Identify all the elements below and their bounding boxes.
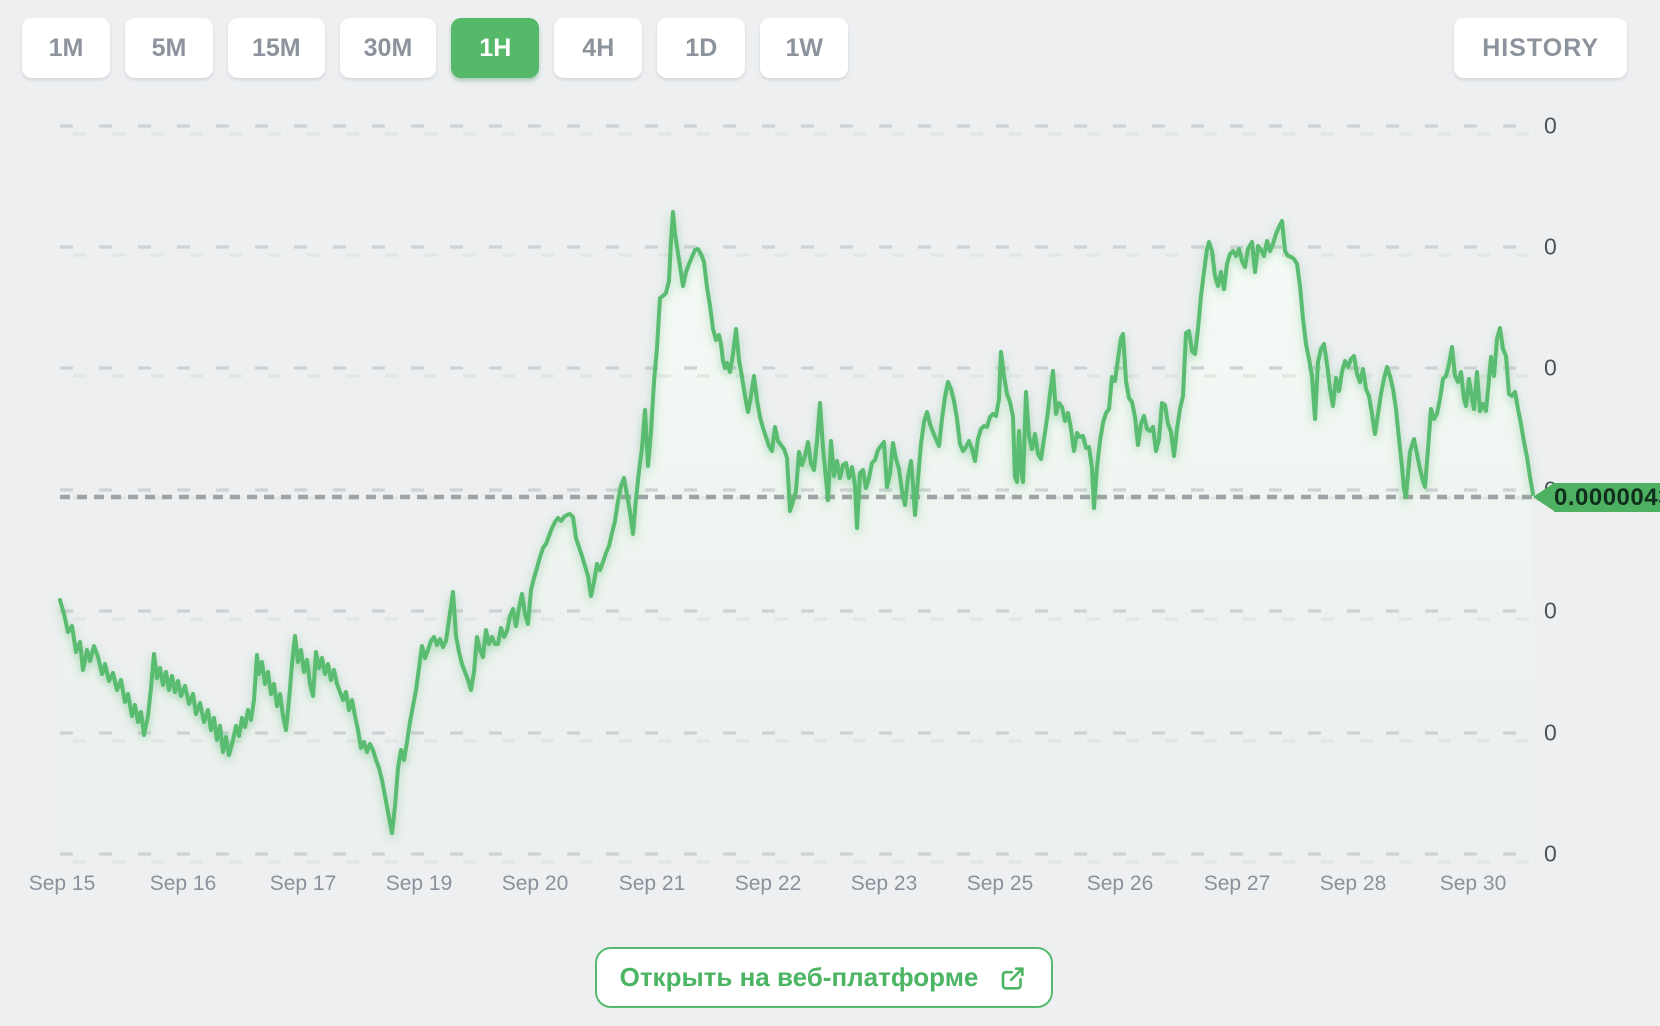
timeframe-button-30m[interactable]: 30M xyxy=(339,18,437,78)
x-axis-label: Sep 20 xyxy=(501,872,569,895)
timeframe-button-4h[interactable]: 4H xyxy=(554,18,643,78)
x-axis-label: Sep 16 xyxy=(149,872,217,895)
x-axis-label: Sep 19 xyxy=(385,872,453,895)
y-axis-label: 0 xyxy=(1544,597,1557,624)
x-axis-label: Sep 17 xyxy=(269,872,337,895)
timeframe-button-1h[interactable]: 1H xyxy=(451,18,540,78)
x-axis-label: Sep 28 xyxy=(1319,872,1387,895)
y-axis-label: 0 xyxy=(1544,719,1557,746)
timeframe-button-5m[interactable]: 5M xyxy=(125,18,213,78)
history-button[interactable]: HISTORY xyxy=(1454,18,1627,78)
timeframe-button-1w[interactable]: 1W xyxy=(760,18,849,78)
x-axis-label: Sep 27 xyxy=(1203,872,1271,895)
external-link-icon xyxy=(1002,966,1025,990)
y-axis-label: 0 xyxy=(1544,233,1557,260)
x-axis-label: Sep 15 xyxy=(28,872,96,895)
price-badge-arrow-icon xyxy=(1533,483,1554,511)
timeframe-toolbar: 1M 5M 15M 30M 1H 4H 1D 1W xyxy=(22,18,849,78)
open-web-platform-label: Открыть на веб-платформе xyxy=(619,962,979,992)
y-axis-label: 0 xyxy=(1544,840,1557,867)
current-price-badge: 0.0000043 xyxy=(1533,483,1660,512)
timeframe-button-1d[interactable]: 1D xyxy=(657,18,746,78)
timeframe-button-15m[interactable]: 15M xyxy=(228,18,325,78)
x-axis-label: Sep 21 xyxy=(618,872,686,895)
y-axis-label: 0 xyxy=(1544,112,1557,139)
current-price-value: 0.0000043 xyxy=(1554,483,1660,511)
timeframe-button-1m[interactable]: 1M xyxy=(22,18,110,78)
open-web-platform-button[interactable]: Открыть на веб-платформе xyxy=(595,947,1053,1008)
x-axis-label: Sep 30 xyxy=(1439,872,1507,895)
y-axis-label: 0 xyxy=(1544,354,1557,381)
x-axis-label: Sep 22 xyxy=(734,872,802,895)
x-axis-label: Sep 25 xyxy=(966,872,1034,895)
x-axis-label: Sep 26 xyxy=(1086,872,1154,895)
x-axis-label: Sep 23 xyxy=(850,872,918,895)
